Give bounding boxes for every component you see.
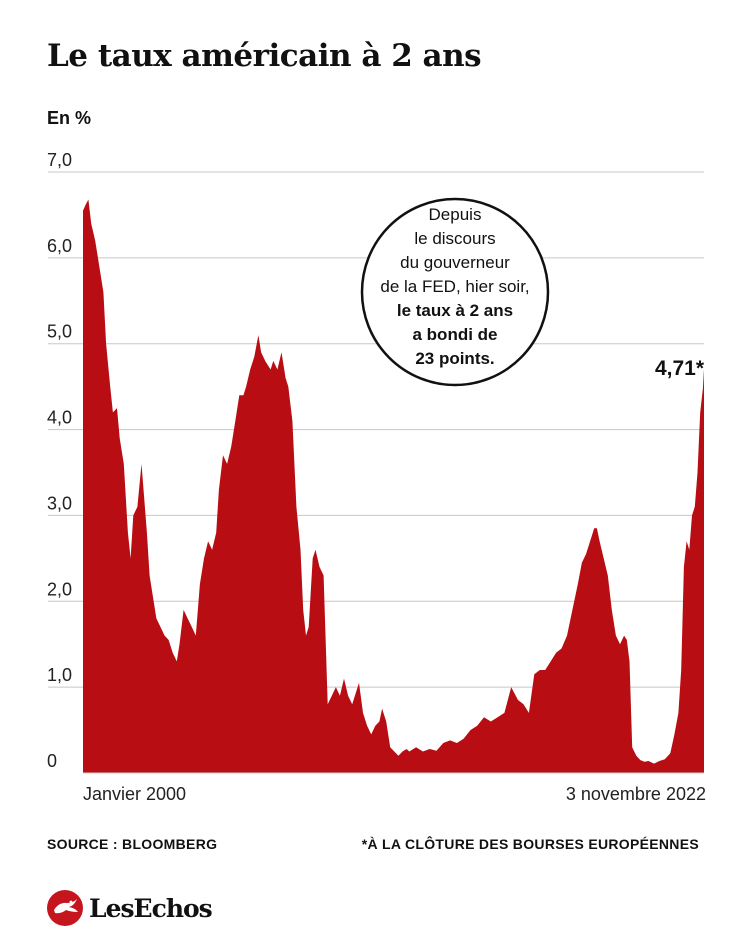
y-tick-label: 1,0 [47,665,72,685]
x-label-start: Janvier 2000 [83,784,186,804]
x-label-end: 3 novembre 2022 [566,784,706,804]
y-axis-ticks: 0 1,0 2,0 3,0 4,0 5,0 6,0 7,0 [47,150,72,771]
annotation-circle [360,197,550,387]
annotation-line: de la FED, hier soir, [380,277,529,296]
les-echos-logo: LesEchos [47,888,213,928]
y-tick-label: 6,0 [47,236,72,256]
annotation-line: le discours [414,229,495,248]
y-tick-label: 3,0 [47,493,72,513]
footnote: *À LA CLÔTURE DES BOURSES EUROPÉENNES [361,836,699,852]
annotation-line: du gouverneur [400,253,510,272]
y-tick-label: 7,0 [47,150,72,170]
annotation-line-bold: 23 points. [415,349,494,368]
logo-wordmark: LesEchos [89,893,213,923]
logo-mark-icon [47,890,83,926]
y-tick-label: 0 [47,751,57,771]
source-note: SOURCE : BLOOMBERG [47,836,218,852]
y-tick-label: 2,0 [47,579,72,599]
unit-label: En % [47,108,92,128]
annotation-line-bold: le taux à 2 ans [397,301,513,320]
annotation-line-bold: a bondi de [413,325,498,344]
rate-area [83,199,704,773]
last-value-label: 4,71* [655,357,705,380]
annotation-line: Depuis [429,205,482,224]
chart-title: Le taux américain à 2 ans [47,38,482,74]
annotation-bubble: Depuis le discours du gouverneur de la F… [360,197,550,387]
y-tick-label: 5,0 [47,322,72,342]
y-tick-label: 4,0 [47,408,72,428]
